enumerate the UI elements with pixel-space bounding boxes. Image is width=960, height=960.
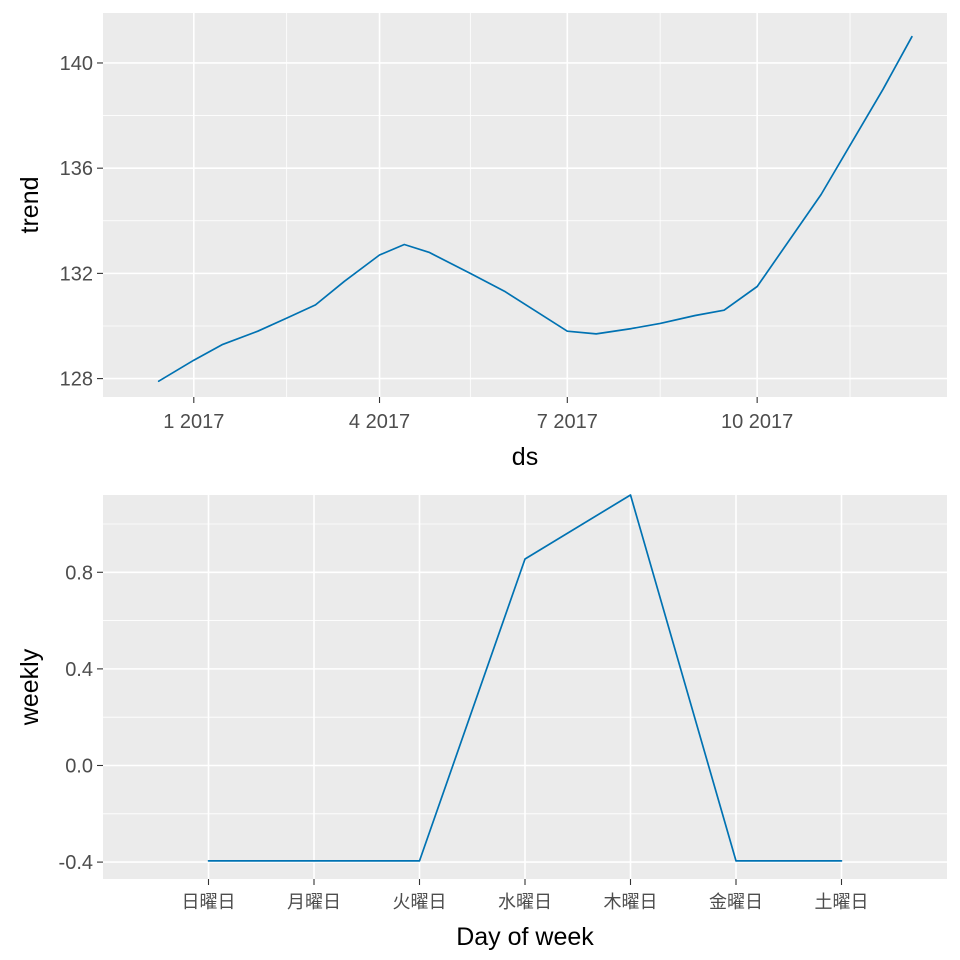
trend-x-tick-label: 7 2017 — [537, 411, 598, 433]
weekly-y-tick-label: 0.4 — [65, 659, 93, 681]
weekly-x-tick-label: 木曜日 — [604, 892, 658, 913]
trend-x-tick-label: 10 2017 — [721, 411, 793, 433]
weekly-grid — [103, 495, 947, 879]
weekly-x-tick-label: 金曜日 — [709, 892, 763, 913]
weekly-y-tick-label: 0.8 — [65, 562, 93, 584]
trend-grid — [96, 13, 947, 397]
trend-x-axis: 1 2017 4 2017 7 2017 10 2017 — [163, 397, 793, 433]
weekly-y-tick-label: -0.4 — [59, 852, 93, 874]
weekly-x-tick-label: 日曜日 — [182, 892, 236, 913]
trend-y-tick-label: 128 — [60, 369, 93, 391]
trend-y-tick-label: 132 — [60, 263, 93, 285]
weekly-y-axis: -0.4 0.0 0.4 0.8 — [59, 562, 103, 874]
weekly-panel: -0.4 0.0 0.4 0.8 日曜日 月曜日 火曜日 水曜日 木曜日 金曜日 土曜日 Day … — [16, 494, 947, 951]
weekly-x-axis: 日曜日 月曜日 火曜日 水曜日 木曜日 金曜日 土曜日 — [182, 879, 869, 913]
weekly-x-tick-label: 月曜日 — [287, 892, 341, 913]
weekly-line — [207, 494, 843, 862]
trend-panel-background — [103, 13, 947, 397]
weekly-y-axis-title: weekly — [16, 648, 44, 726]
weekly-series — [207, 494, 843, 862]
trend-line — [157, 35, 913, 383]
trend-y-tick-label: 140 — [60, 53, 93, 75]
trend-y-axis: 128 132 136 140 — [60, 53, 103, 391]
trend-x-axis-title: ds — [512, 443, 538, 471]
weekly-x-tick-label: 水曜日 — [498, 892, 552, 913]
trend-x-tick-label: 4 2017 — [349, 411, 410, 433]
weekly-y-tick-label: 0.0 — [65, 755, 93, 777]
weekly-x-axis-title: Day of week — [456, 923, 594, 951]
trend-y-tick-label: 136 — [60, 158, 93, 180]
weekly-x-tick-label: 火曜日 — [393, 892, 447, 913]
weekly-x-tick-label: 土曜日 — [815, 892, 869, 913]
trend-y-axis-title: trend — [16, 177, 44, 234]
trend-x-tick-label: 1 2017 — [163, 411, 224, 433]
trend-panel: 128 132 136 140 1 2017 4 2017 7 2017 10 2017 d… — [16, 13, 947, 471]
trend-series — [157, 35, 913, 383]
